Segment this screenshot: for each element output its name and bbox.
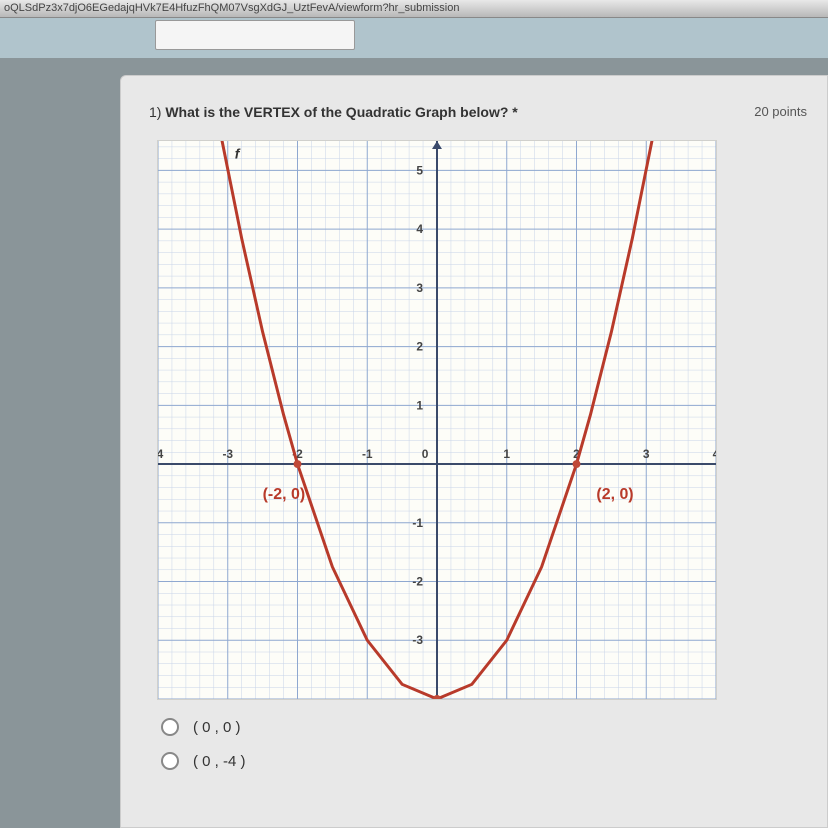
svg-text:0: 0 — [422, 447, 429, 461]
option-0-label: ( 0 , 0 ) — [193, 719, 241, 736]
svg-text:(2, 0): (2, 0) — [596, 486, 633, 503]
option-1-label: ( 0 , -4 ) — [193, 753, 246, 770]
chart-svg: -4-3-2-112340-3-2-112345(-2, 0)(2, 0)(0,… — [158, 141, 716, 699]
svg-text:-1: -1 — [412, 516, 423, 530]
svg-text:-3: -3 — [222, 447, 233, 461]
svg-text:-3: -3 — [412, 633, 423, 647]
svg-text:1: 1 — [416, 398, 423, 412]
question-suffix: of the Quadratic Graph below? * — [300, 104, 518, 120]
question-bold: VERTEX — [244, 104, 300, 120]
browser-chrome — [0, 18, 828, 58]
svg-text:-4: -4 — [158, 447, 164, 461]
svg-text:(-2, 0): (-2, 0) — [263, 486, 306, 503]
svg-text:1: 1 — [503, 447, 510, 461]
svg-text:4: 4 — [713, 447, 716, 461]
svg-text:-2: -2 — [412, 575, 423, 589]
points-label: 20 points — [754, 104, 807, 119]
question-text: 1) What is the VERTEX of the Quadratic G… — [149, 104, 518, 120]
radio-icon[interactable] — [161, 718, 179, 736]
radio-icon[interactable] — [161, 752, 179, 770]
svg-text:-1: -1 — [362, 447, 373, 461]
svg-text:3: 3 — [416, 281, 423, 295]
svg-text:2: 2 — [416, 340, 423, 354]
question-card: 1) What is the VERTEX of the Quadratic G… — [120, 75, 828, 828]
url-bar: oQLSdPz3x7djO6EGedajqHVk7E4HfuzFhQM07Vsg… — [0, 0, 828, 18]
answer-options: ( 0 , 0 ) ( 0 , -4 ) — [161, 718, 807, 770]
option-1[interactable]: ( 0 , -4 ) — [161, 752, 807, 770]
quadratic-chart: -4-3-2-112340-3-2-112345(-2, 0)(2, 0)(0,… — [157, 140, 717, 700]
question-header: 1) What is the VERTEX of the Quadratic G… — [149, 104, 807, 120]
svg-text:f: f — [235, 146, 241, 162]
svg-text:4: 4 — [416, 222, 423, 236]
option-0[interactable]: ( 0 , 0 ) — [161, 718, 807, 736]
question-number: 1) — [149, 104, 161, 120]
svg-text:5: 5 — [416, 163, 423, 177]
form-header-box — [155, 20, 355, 50]
svg-text:3: 3 — [643, 447, 650, 461]
question-prefix: What is the — [165, 104, 244, 120]
